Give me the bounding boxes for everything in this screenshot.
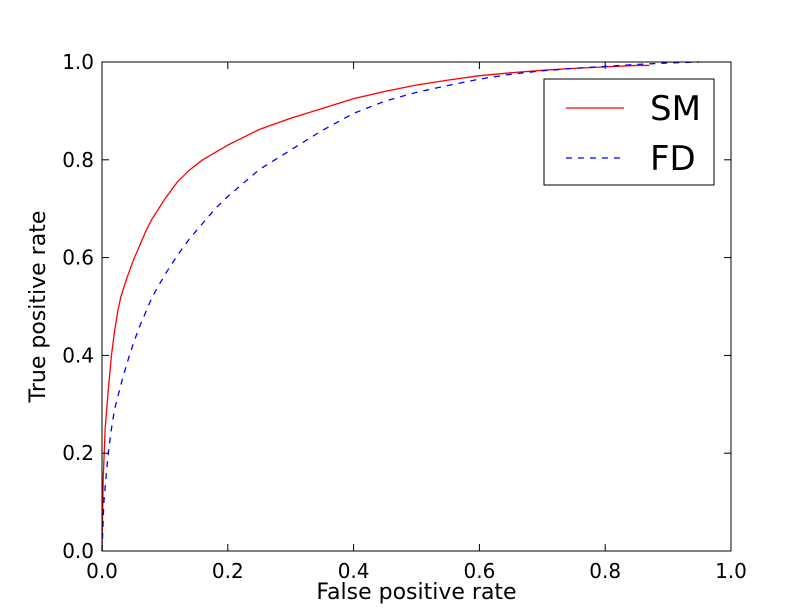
x-tick-label-3: 0.6 <box>463 559 495 583</box>
legend-box <box>543 78 715 186</box>
y-tick-label-4: 0.8 <box>62 148 94 172</box>
y-tick-label-3: 0.6 <box>62 246 94 270</box>
x-tick-label-1: 0.2 <box>212 559 244 583</box>
y-tick-label-5: 1.0 <box>62 50 94 74</box>
x-axis-label: False positive rate <box>316 580 516 605</box>
ticks-layer: 0.0 0.2 0.4 0.6 0.8 1.0 0.0 0.2 0.4 0.6 0.8 1.0 <box>62 50 747 583</box>
legend-label-fd: FD <box>650 139 696 179</box>
series-line-sm <box>101 64 650 552</box>
plot-frame <box>101 61 732 552</box>
y-tick-label-0: 0.0 <box>62 539 94 563</box>
legend: SM FD <box>543 78 715 186</box>
y-axis-label: True positive rate <box>26 211 51 404</box>
y-tick-label-2: 0.4 <box>62 343 94 367</box>
series-layer <box>101 61 700 552</box>
series-line-fd <box>101 61 700 552</box>
x-tick-label-2: 0.4 <box>338 559 370 583</box>
x-tick-label-0: 0.0 <box>86 559 118 583</box>
x-tick-label-4: 0.8 <box>589 559 621 583</box>
x-tick-label-5: 1.0 <box>715 559 747 583</box>
legend-label-sm: SM <box>650 89 701 129</box>
y-tick-label-1: 0.2 <box>62 441 94 465</box>
